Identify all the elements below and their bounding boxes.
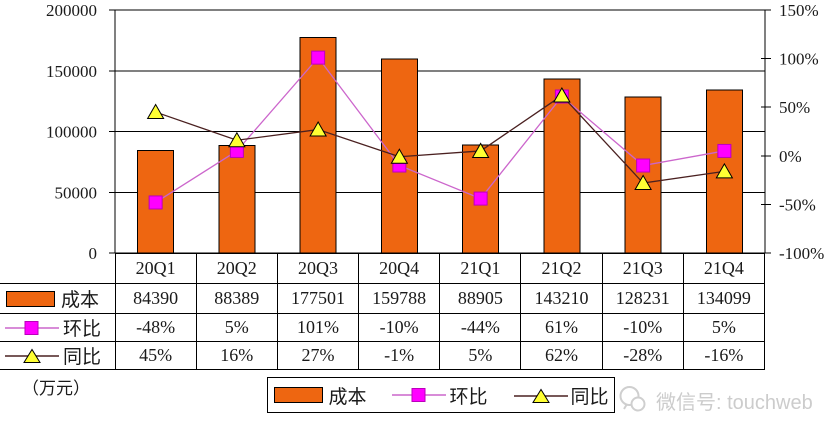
row-label-text: 同比	[63, 347, 102, 368]
table-value-cell: -44%	[439, 313, 522, 342]
huanbi-line	[155, 56, 725, 204]
table-value-cell: -1%	[358, 341, 441, 370]
quarter-header-cell: 21Q4	[682, 253, 766, 284]
table-value-cell: -16%	[682, 341, 766, 370]
tongbi-marker-icon	[513, 388, 568, 403]
quarter-header-cell: 21Q3	[601, 253, 684, 284]
tongbi-line	[155, 94, 725, 184]
huanbi-marker-21Q4	[717, 143, 732, 158]
huanbi-marker-21Q1	[473, 191, 488, 206]
table-value-cell: 101%	[276, 313, 360, 342]
tongbi-marker-20Q4	[390, 148, 409, 164]
tongbi-marker-20Q1	[146, 103, 165, 120]
legend-item-bar: 成本	[273, 382, 366, 409]
table-value-cell: 5%	[682, 313, 766, 342]
left-axis-label: 0	[89, 244, 98, 263]
left-axis-label: 100000	[46, 123, 97, 142]
huanbi-marker-21Q3	[636, 158, 651, 173]
wechat-icon	[619, 386, 646, 412]
legend-label: 同比	[570, 386, 609, 408]
quarter-header-cell: 20Q3	[276, 253, 360, 284]
quarter-header-cell: 21Q1	[439, 253, 522, 284]
table-value-cell: 143210	[520, 283, 603, 314]
quarter-header-cell: 20Q1	[114, 253, 197, 284]
bar-20Q3	[299, 36, 337, 254]
tongbi-marker-21Q3	[634, 174, 652, 191]
legend-item-triangle: 同比	[513, 382, 609, 409]
legend-item-square: 环比	[392, 382, 488, 409]
table-value-cell: 5%	[195, 313, 278, 342]
huanbi-marker-icon	[5, 320, 59, 335]
tongbi-marker-21Q2	[553, 87, 571, 103]
table-value-cell: 88389	[195, 283, 278, 314]
quarter-header-cell: 21Q2	[520, 253, 603, 284]
table-value-cell: -28%	[601, 341, 684, 370]
table-value-cell: 177501	[276, 283, 360, 314]
huanbi-marker-20Q3	[311, 50, 326, 65]
right-axis-label: 100%	[779, 50, 819, 69]
table-value-cell: 128231	[601, 283, 684, 314]
row-label-bar: 成本	[0, 283, 116, 314]
watermark-text: 微信号: touchweb	[656, 391, 813, 414]
left-axis-label: 150000	[46, 62, 97, 81]
tongbi-marker-21Q1	[471, 142, 490, 158]
left-axis-label: 50000	[55, 183, 98, 202]
bar-21Q2	[543, 78, 581, 254]
row-label-text: 成本	[61, 290, 100, 311]
right-axis-label: 0%	[779, 147, 802, 166]
quarter-header-cell: 20Q2	[195, 253, 278, 284]
table-value-cell: 134099	[682, 283, 766, 314]
table-value-cell: 27%	[276, 341, 360, 370]
cost-swatch-icon	[274, 387, 324, 403]
right-axis-label: -50%	[779, 195, 816, 214]
right-axis-label: 50%	[779, 98, 810, 117]
watermark-footer: 微信号: touchweb	[617, 383, 813, 417]
table-value-cell: -10%	[358, 313, 441, 342]
tongbi-marker-icon	[5, 348, 59, 363]
right-axis-label: 150%	[779, 1, 819, 20]
table-value-cell: 62%	[520, 341, 603, 370]
row-label-square: 环比	[0, 313, 116, 342]
table-value-cell: 84390	[114, 283, 197, 314]
table-value-cell: 45%	[114, 341, 197, 370]
cost-swatch-icon	[6, 290, 55, 307]
table-value-cell: 159788	[358, 283, 441, 314]
table-value-cell: -10%	[601, 313, 684, 342]
table-value-cell: 61%	[520, 313, 603, 342]
right-axis-label: -100%	[779, 244, 824, 263]
legend-label: 环比	[449, 386, 488, 408]
quarter-header-cell: 20Q4	[358, 253, 441, 284]
legend-label: 成本	[328, 386, 367, 408]
table-value-cell: 5%	[439, 341, 522, 370]
huanbi-marker-icon	[392, 388, 447, 402]
table-value-cell: -48%	[114, 313, 197, 342]
row-label-triangle: 同比	[0, 341, 116, 370]
unit-label: （万元）	[22, 379, 90, 398]
data-table: 20Q1 20Q2 20Q3 20Q4 21Q1 21Q2 21Q3 21Q4 成本 84390 8…	[0, 253, 766, 370]
row-label-text: 环比	[63, 319, 102, 340]
tongbi-marker-20Q2	[228, 131, 246, 148]
tongbi-marker-21Q4	[715, 162, 734, 179]
tongbi-marker-20Q3	[309, 121, 327, 137]
table-value-cell: 16%	[195, 341, 278, 370]
legend: 成本 环比 同比	[267, 377, 615, 413]
left-axis-label: 200000	[46, 1, 97, 20]
table-corner	[0, 254, 115, 284]
table-value-cell: 88905	[439, 283, 522, 314]
huanbi-marker-20Q1	[148, 195, 163, 210]
bar-20Q2	[218, 145, 256, 254]
